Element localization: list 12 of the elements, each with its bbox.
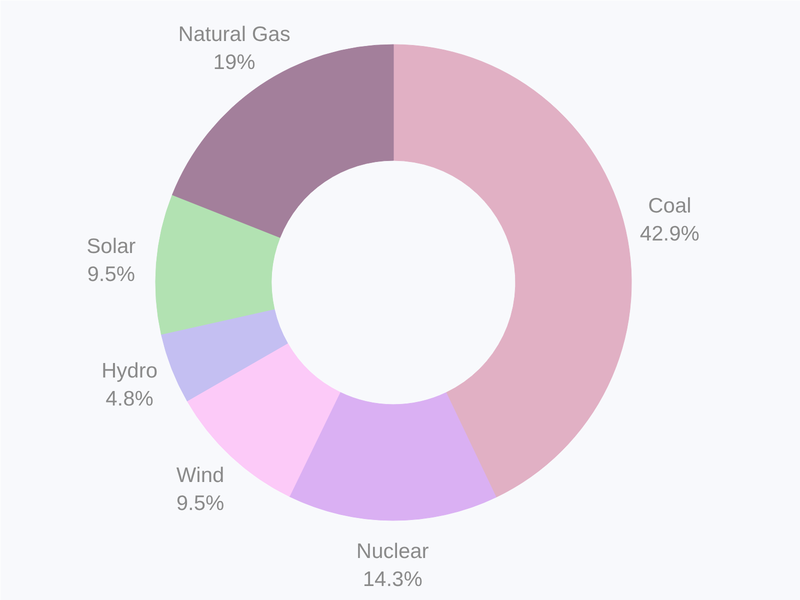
slice-label: Natural Gas: [178, 22, 290, 46]
data-label: 9.5%: [176, 492, 224, 516]
data-label: 19%: [213, 50, 256, 74]
data-label: 9.5%: [87, 262, 136, 286]
slice-label: Coal: [648, 194, 692, 218]
slice-label: Nuclear: [356, 540, 429, 564]
data-label: 42.9%: [640, 222, 700, 246]
data-label: 14.3%: [362, 568, 422, 592]
slice-label: Hydro: [102, 360, 158, 383]
slice-label: Solar: [86, 234, 136, 258]
data-label: 4.8%: [106, 388, 154, 411]
slice-label: Wind: [176, 464, 224, 488]
